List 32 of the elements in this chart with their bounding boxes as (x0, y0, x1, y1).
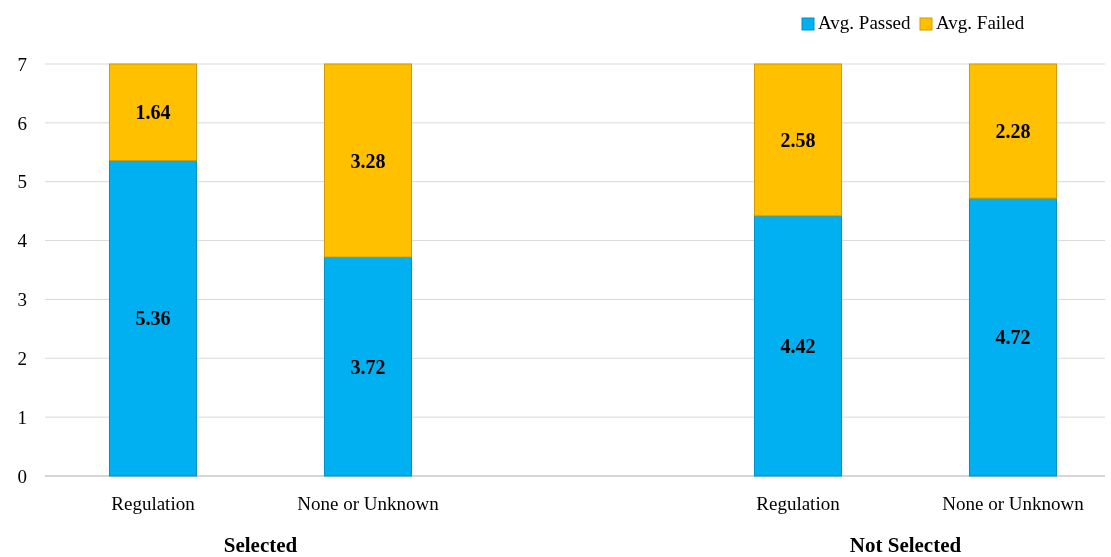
legend-label: Avg. Passed (818, 12, 912, 33)
bar (753, 63, 843, 217)
y-tick-label: 0 (17, 465, 27, 487)
x-tick-label: Regulation (756, 493, 841, 514)
y-tick-label: 4 (17, 230, 28, 252)
data-label: 2.28 (995, 120, 1031, 143)
data-label: 2.58 (780, 128, 816, 151)
bar (323, 256, 413, 477)
y-tick-label: 6 (17, 112, 27, 134)
data-label: 1.64 (135, 101, 171, 124)
bar (323, 63, 413, 258)
bar (108, 63, 198, 162)
text: Not Selected (849, 533, 962, 557)
y-tick-label: 2 (17, 347, 27, 369)
y-tick-label: 7 (17, 53, 27, 75)
data-label: 5.36 (135, 307, 171, 330)
y-tick-label: 1 (17, 406, 27, 428)
x-tick-label: None or Unknown (942, 493, 1085, 514)
bar (968, 63, 1058, 199)
x-tick-label: Regulation (111, 493, 196, 514)
legend-label: Avg. Failed (936, 12, 1025, 33)
y-tick-label: 5 (17, 171, 27, 193)
data-label: 4.72 (995, 326, 1031, 349)
data-label: 3.28 (350, 149, 386, 172)
y-tick-label: 3 (17, 289, 27, 311)
data-label: 4.42 (780, 334, 816, 357)
bar (753, 215, 843, 477)
bar (108, 160, 198, 477)
text: Selected (223, 533, 298, 557)
data-label: 3.72 (350, 355, 386, 378)
x-tick-label: None or Unknown (297, 493, 440, 514)
bar (968, 197, 1058, 477)
